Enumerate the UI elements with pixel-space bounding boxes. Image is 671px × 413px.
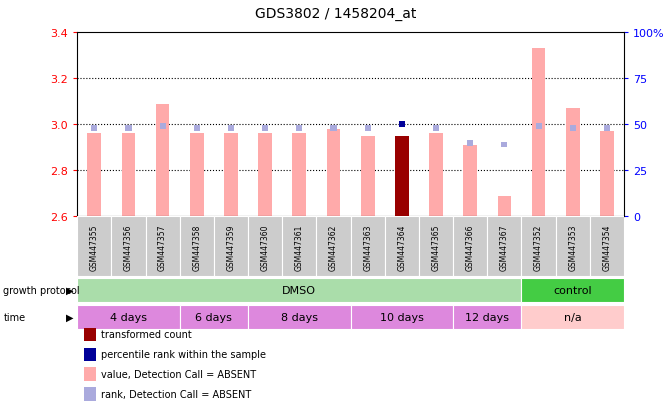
Text: GSM447365: GSM447365 xyxy=(431,223,441,270)
Bar xyxy=(146,217,180,277)
Bar xyxy=(180,217,214,277)
Bar xyxy=(429,134,443,217)
Text: 4 days: 4 days xyxy=(110,312,147,322)
Text: transformed count: transformed count xyxy=(101,330,192,339)
Bar xyxy=(501,142,507,148)
Text: GSM447360: GSM447360 xyxy=(260,223,270,270)
Bar xyxy=(297,126,303,131)
Bar xyxy=(419,217,453,277)
Bar xyxy=(214,217,248,277)
Text: 6 days: 6 days xyxy=(195,312,232,322)
Bar xyxy=(361,136,374,217)
Bar xyxy=(194,126,200,131)
Bar xyxy=(293,134,306,217)
Bar xyxy=(317,217,350,277)
Text: GSM447358: GSM447358 xyxy=(193,223,201,270)
Bar xyxy=(77,305,180,329)
Bar xyxy=(364,126,371,131)
Text: GSM447354: GSM447354 xyxy=(603,223,611,270)
Text: control: control xyxy=(554,285,592,295)
Text: rank, Detection Call = ABSENT: rank, Detection Call = ABSENT xyxy=(101,389,252,399)
Text: ▶: ▶ xyxy=(66,285,74,295)
Bar xyxy=(77,278,521,302)
Text: GSM447367: GSM447367 xyxy=(500,223,509,270)
Bar xyxy=(87,134,101,217)
Text: GSM447352: GSM447352 xyxy=(534,223,543,270)
Bar xyxy=(604,126,610,131)
Bar xyxy=(77,217,111,277)
Bar xyxy=(121,134,136,217)
Bar xyxy=(566,109,580,217)
Bar xyxy=(91,126,97,131)
Bar xyxy=(535,124,541,130)
Bar xyxy=(180,305,248,329)
Bar xyxy=(125,126,132,131)
Bar xyxy=(384,217,419,277)
Bar xyxy=(487,217,521,277)
Bar xyxy=(433,126,439,131)
Bar xyxy=(282,217,317,277)
Bar xyxy=(556,217,590,277)
Bar xyxy=(521,305,624,329)
Bar xyxy=(399,122,405,128)
Bar xyxy=(160,124,166,130)
Bar xyxy=(248,217,282,277)
Text: GSM447359: GSM447359 xyxy=(227,223,236,270)
Text: GDS3802 / 1458204_at: GDS3802 / 1458204_at xyxy=(255,7,416,21)
Bar xyxy=(467,140,473,146)
Text: 8 days: 8 days xyxy=(281,312,318,322)
Bar xyxy=(570,126,576,131)
Bar xyxy=(590,217,624,277)
Text: GSM447366: GSM447366 xyxy=(466,223,474,270)
Bar xyxy=(600,132,614,217)
Text: GSM447363: GSM447363 xyxy=(363,223,372,270)
Bar xyxy=(453,305,521,329)
Text: growth protocol: growth protocol xyxy=(3,285,80,295)
Bar xyxy=(224,134,238,217)
Text: GSM447353: GSM447353 xyxy=(568,223,577,270)
Bar xyxy=(395,136,409,217)
Text: 12 days: 12 days xyxy=(465,312,509,322)
Text: GSM447356: GSM447356 xyxy=(124,223,133,270)
Bar xyxy=(258,134,272,217)
Text: value, Detection Call = ABSENT: value, Detection Call = ABSENT xyxy=(101,369,256,379)
Bar xyxy=(262,126,268,131)
Bar xyxy=(327,130,340,217)
Bar xyxy=(351,217,384,277)
Bar xyxy=(156,104,170,217)
Bar xyxy=(498,196,511,217)
Text: GSM447362: GSM447362 xyxy=(329,223,338,270)
Bar xyxy=(464,146,477,217)
Text: DMSO: DMSO xyxy=(282,285,316,295)
Bar xyxy=(190,134,203,217)
Text: GSM447355: GSM447355 xyxy=(90,223,99,270)
Bar xyxy=(228,126,234,131)
Bar xyxy=(453,217,487,277)
Text: n/a: n/a xyxy=(564,312,582,322)
Text: time: time xyxy=(3,312,25,322)
Text: GSM447357: GSM447357 xyxy=(158,223,167,270)
Bar xyxy=(521,278,624,302)
Bar xyxy=(111,217,146,277)
Text: ▶: ▶ xyxy=(66,312,74,322)
Bar xyxy=(351,305,453,329)
Bar xyxy=(521,217,556,277)
Text: percentile rank within the sample: percentile rank within the sample xyxy=(101,349,266,359)
Bar xyxy=(531,49,546,217)
Text: 10 days: 10 days xyxy=(380,312,424,322)
Bar xyxy=(330,126,337,131)
Text: GSM447361: GSM447361 xyxy=(295,223,304,270)
Bar xyxy=(248,305,351,329)
Text: GSM447364: GSM447364 xyxy=(397,223,407,270)
